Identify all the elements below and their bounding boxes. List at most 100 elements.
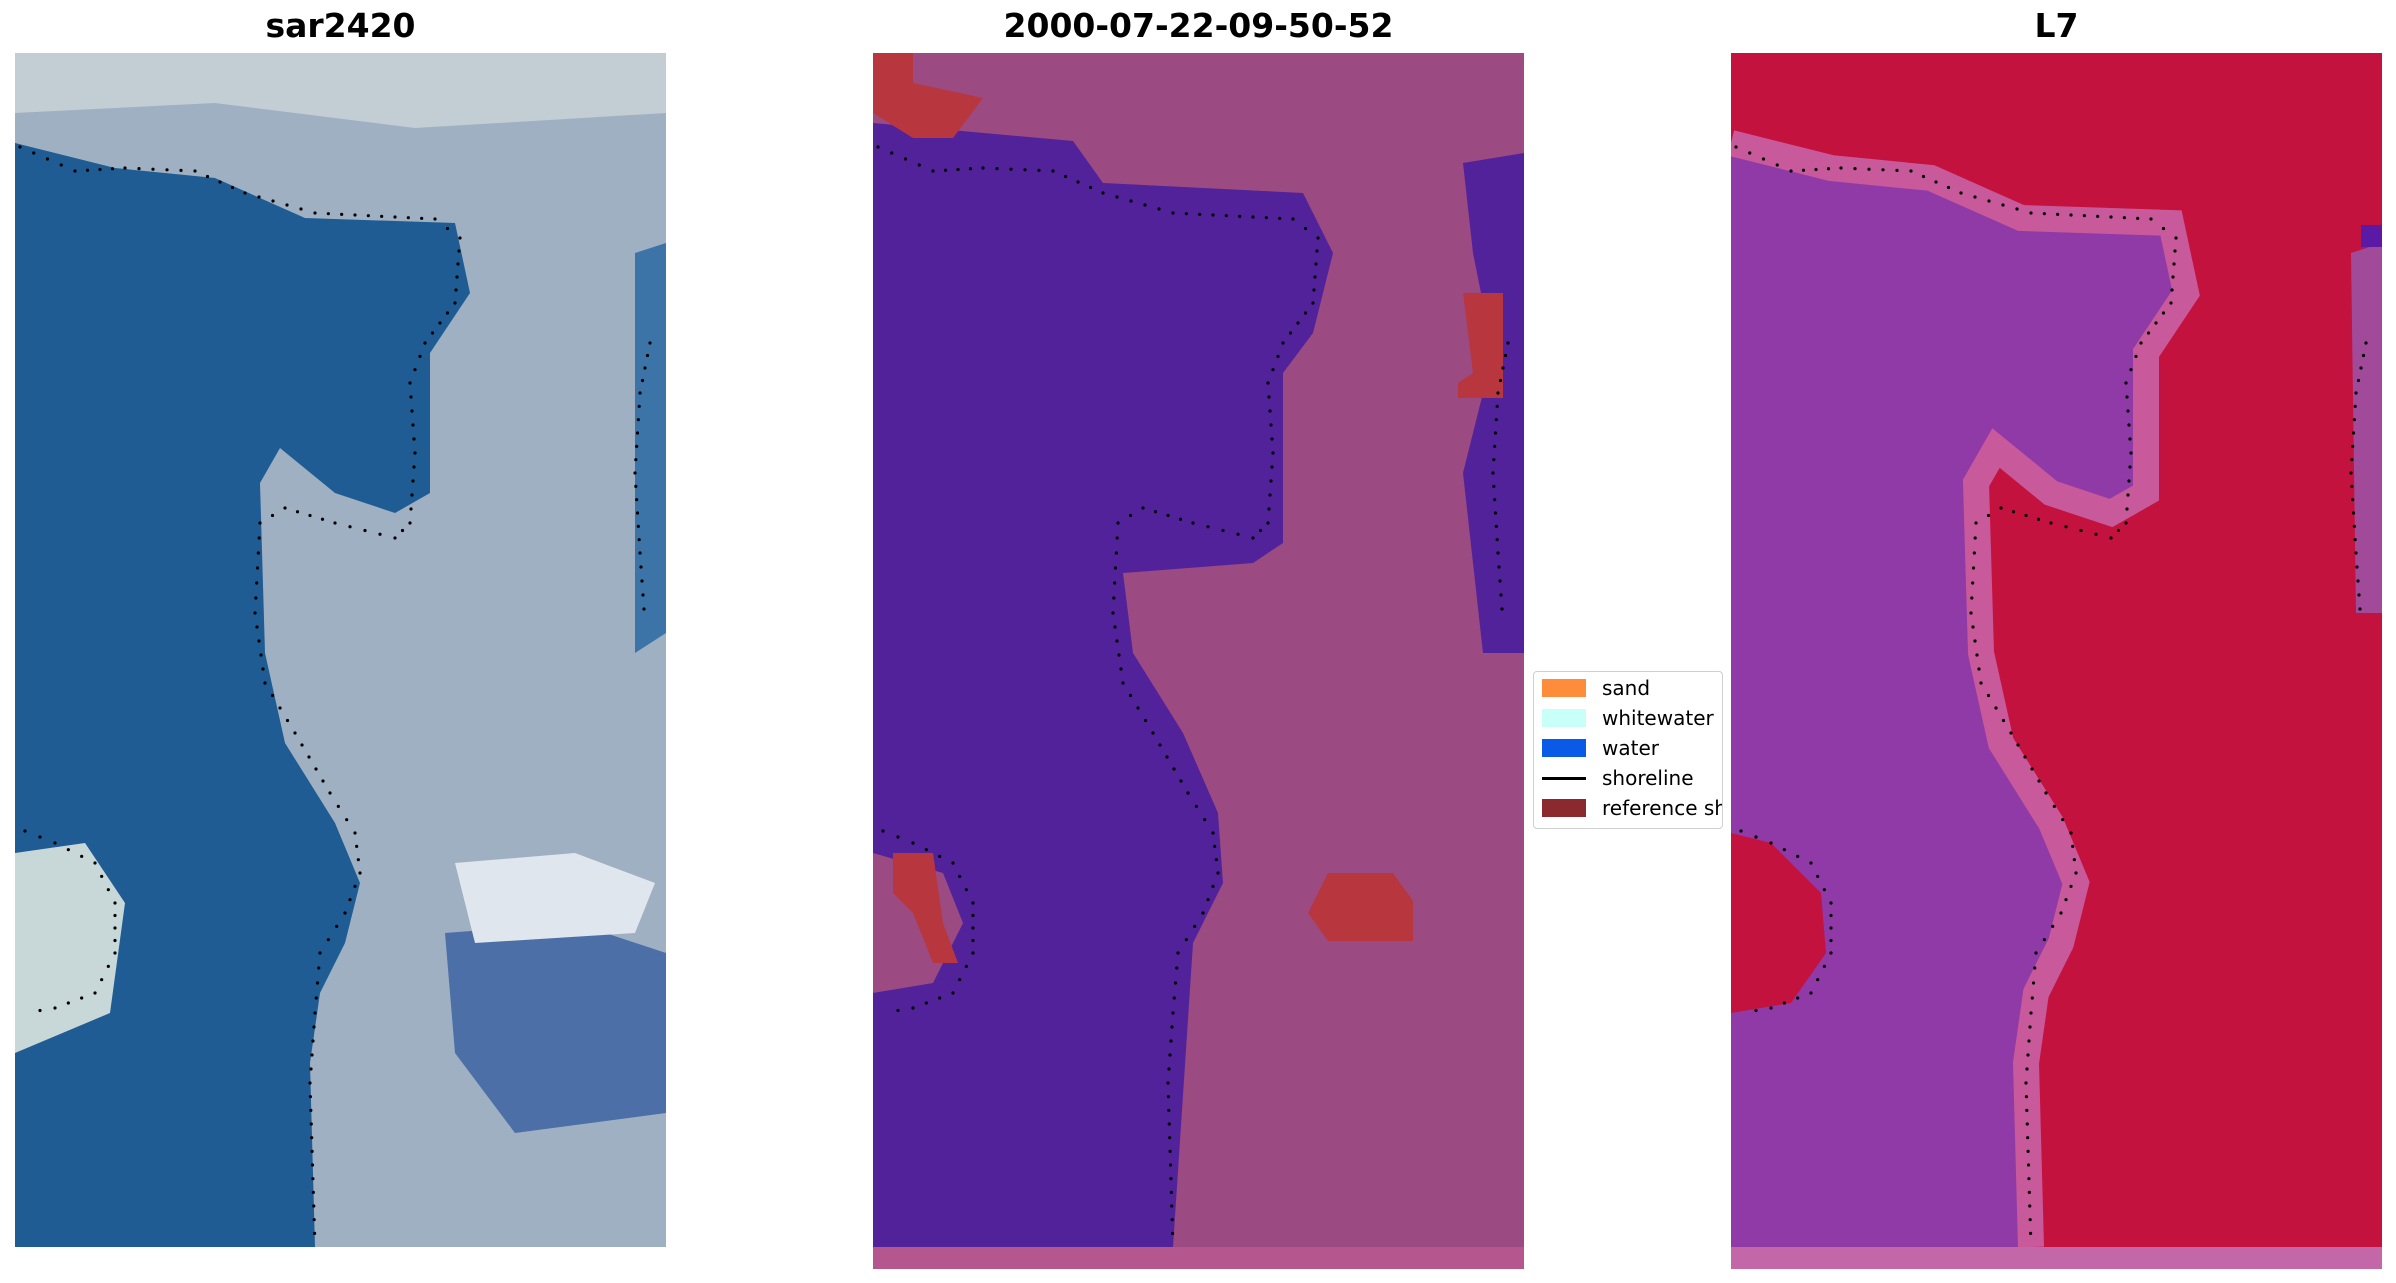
shoreline-dot <box>270 513 275 518</box>
shoreline-dot <box>1141 506 1145 510</box>
shoreline-dot <box>1506 341 1510 345</box>
shoreline-dot <box>263 681 267 685</box>
shoreline-dot <box>1986 513 1991 518</box>
legend-label-water: water <box>1602 736 1659 760</box>
shoreline-dot <box>2030 767 2034 771</box>
shoreline-dot <box>413 451 417 455</box>
shoreline-dot <box>45 157 50 161</box>
shoreline-dot <box>283 506 287 510</box>
shoreline-dot <box>2124 381 2128 385</box>
legend-label-whitewater: whitewater <box>1602 706 1714 730</box>
shoreline-dot <box>321 779 325 783</box>
shoreline-dot <box>1291 217 1295 221</box>
shoreline-dot <box>2049 521 2053 525</box>
shoreline-dot <box>1172 767 1176 771</box>
shoreline-dot <box>348 898 352 902</box>
shoreline-dot <box>380 214 384 218</box>
shoreline-dot <box>38 835 42 839</box>
shoreline-dot <box>433 217 437 221</box>
shoreline-dot <box>1167 1067 1171 1071</box>
legend-swatch-sand <box>1542 679 1586 697</box>
shoreline-dot <box>309 1122 313 1126</box>
shoreline-dot <box>1172 996 1176 1000</box>
legend-label-sand: sand <box>1602 676 1651 700</box>
index-edge-band <box>1731 130 2200 1248</box>
shoreline-dot <box>2028 1204 2032 1208</box>
shoreline-dot <box>261 667 265 671</box>
shoreline-dot <box>1971 581 1975 585</box>
shoreline-dot <box>641 593 645 597</box>
shoreline-dot <box>2125 507 2129 511</box>
shoreline-dot <box>308 1081 312 1085</box>
shoreline-dot <box>193 169 197 173</box>
shoreline-dot <box>2025 1067 2029 1071</box>
shoreline-dot <box>2031 981 2036 985</box>
shoreline-dot <box>645 353 650 358</box>
shoreline-dot <box>971 938 975 943</box>
shoreline-dot <box>2061 818 2065 822</box>
panel-title-index: L7 <box>2034 6 2079 45</box>
shoreline-dot <box>1495 538 1499 542</box>
shoreline-dot <box>1496 391 1500 395</box>
shoreline-dot <box>2356 378 2361 383</box>
shoreline-dot <box>348 525 352 529</box>
shoreline-dot <box>1129 199 1133 203</box>
shoreline-dot <box>313 211 317 215</box>
shoreline-dot <box>1269 423 1273 427</box>
shoreline-dot <box>100 978 104 982</box>
shoreline-dot <box>1775 163 1779 167</box>
shoreline-dot <box>255 625 259 629</box>
shoreline-dot <box>312 1218 316 1222</box>
shoreline-dot <box>2026 1149 2030 1153</box>
shoreline-dot <box>2001 203 2005 207</box>
shoreline-dot <box>881 829 885 833</box>
classification-image <box>873 53 1524 1269</box>
shoreline-dot <box>1113 581 1117 585</box>
shoreline-dot <box>938 854 942 858</box>
shoreline-dot <box>2109 536 2113 540</box>
shoreline-dot <box>1313 275 1317 279</box>
shoreline-dot <box>2028 1231 2033 1235</box>
shoreline-dot <box>355 844 359 848</box>
shoreline-dot <box>2129 451 2133 455</box>
shoreline-dot <box>635 498 639 502</box>
shoreline-dot <box>1494 418 1498 422</box>
shoreline-dot <box>1496 551 1500 555</box>
shoreline-dot <box>2082 214 2086 218</box>
shoreline-dot <box>1221 528 1225 533</box>
shoreline-dot <box>393 536 397 540</box>
shoreline-dot <box>410 493 414 497</box>
shoreline-dot <box>66 848 70 852</box>
shoreline-dot <box>1166 513 1170 518</box>
shoreline-dot <box>137 167 141 171</box>
shoreline-dot <box>2171 275 2175 279</box>
shoreline-dot <box>931 169 935 173</box>
shoreline-dot <box>1492 458 1496 462</box>
shoreline-dot <box>1999 506 2003 510</box>
shoreline-dot <box>643 366 647 370</box>
water-area <box>15 143 470 1247</box>
shoreline-dot <box>93 861 97 865</box>
shoreline-dot <box>1796 854 1800 858</box>
shoreline-dot <box>1170 1204 1174 1208</box>
shoreline-dot <box>2074 871 2078 875</box>
shoreline-dot <box>366 214 370 218</box>
shoreline-dot <box>2361 353 2366 358</box>
shoreline-dot <box>53 841 57 845</box>
shoreline-dot <box>151 167 155 171</box>
legend-swatch-reference <box>1542 799 1586 817</box>
shoreline-dot <box>2127 423 2131 427</box>
shoreline-dot <box>1269 479 1273 483</box>
shoreline-dot <box>2174 236 2178 240</box>
shoreline-dot <box>179 168 183 172</box>
shoreline-dot <box>1194 804 1198 808</box>
shoreline-dot <box>1809 861 1813 865</box>
shoreline-dot <box>1789 169 1793 173</box>
shoreline-dot <box>1839 166 1843 170</box>
shoreline-dot <box>205 174 210 179</box>
shoreline-dots <box>1734 145 2368 1235</box>
shoreline-dot <box>80 854 84 858</box>
shoreline-dot <box>1881 168 1885 172</box>
shoreline-dot <box>1499 593 1503 597</box>
shoreline-dot <box>315 981 320 985</box>
